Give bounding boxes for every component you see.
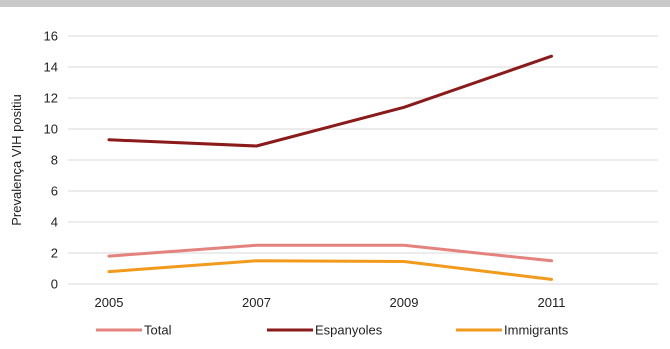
y-tick-label: 16 xyxy=(44,29,58,44)
y-tick-label: 8 xyxy=(51,153,58,168)
legend-item-immigrants: Immigrants xyxy=(456,323,569,338)
series-line-immigrants xyxy=(107,259,553,281)
legend: Total Espanyoles Immigrants xyxy=(96,323,569,338)
y-tick-label: 12 xyxy=(44,91,58,106)
legend-item-total: Total xyxy=(96,323,172,338)
series-lines xyxy=(107,54,553,281)
y-tick-label: 14 xyxy=(44,60,58,75)
y-axis-title: Prevalença VIH positiu xyxy=(9,94,24,226)
y-tick-label: 10 xyxy=(44,122,58,137)
gridlines xyxy=(68,35,658,285)
legend-label: Espanyoles xyxy=(315,323,383,338)
y-axis-ticks: 0 2 4 6 8 10 12 14 16 xyxy=(44,29,58,292)
y-tick-label: 6 xyxy=(51,184,58,199)
x-tick-label: 2005 xyxy=(95,295,124,310)
legend-label: Immigrants xyxy=(504,323,569,338)
legend-item-espanyoles: Espanyoles xyxy=(267,323,383,338)
x-tick-label: 2007 xyxy=(242,295,271,310)
x-tick-label: 2009 xyxy=(390,295,419,310)
legend-label: Total xyxy=(144,323,172,338)
top-border-bar xyxy=(0,0,670,7)
y-tick-label: 4 xyxy=(51,215,58,230)
x-axis-ticks: 2005 2007 2009 2011 xyxy=(95,295,566,310)
y-tick-label: 2 xyxy=(51,246,58,261)
series-line-total xyxy=(107,243,553,263)
series-line-espanyoles xyxy=(107,54,553,148)
x-tick-label: 2011 xyxy=(538,295,566,310)
y-tick-label: 0 xyxy=(51,277,58,292)
